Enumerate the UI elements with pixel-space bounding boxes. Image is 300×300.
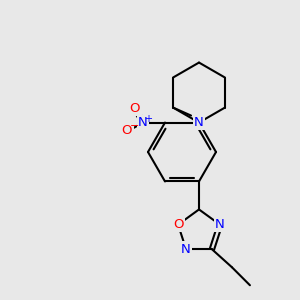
- Text: O: O: [122, 124, 132, 137]
- Text: O: O: [130, 102, 140, 115]
- Text: N: N: [215, 218, 225, 231]
- Text: +: +: [144, 114, 152, 124]
- Text: −: −: [130, 121, 140, 130]
- Text: O: O: [173, 218, 183, 231]
- Text: N: N: [138, 116, 148, 129]
- Text: N: N: [194, 116, 204, 129]
- Text: N: N: [181, 243, 191, 256]
